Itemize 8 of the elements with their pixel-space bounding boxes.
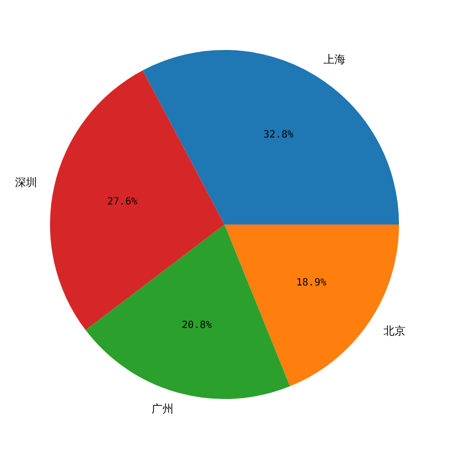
data-label: 27.6% (107, 196, 138, 208)
slice-label: 深圳 (15, 176, 38, 190)
data-label: 18.9% (296, 278, 326, 289)
slice-label: 广州 (152, 402, 174, 416)
slice-label: 上海 (323, 52, 346, 66)
data-label: 20.8% (182, 320, 212, 332)
data-label: 32.8% (263, 129, 294, 140)
slice-label: 北京 (384, 324, 406, 338)
